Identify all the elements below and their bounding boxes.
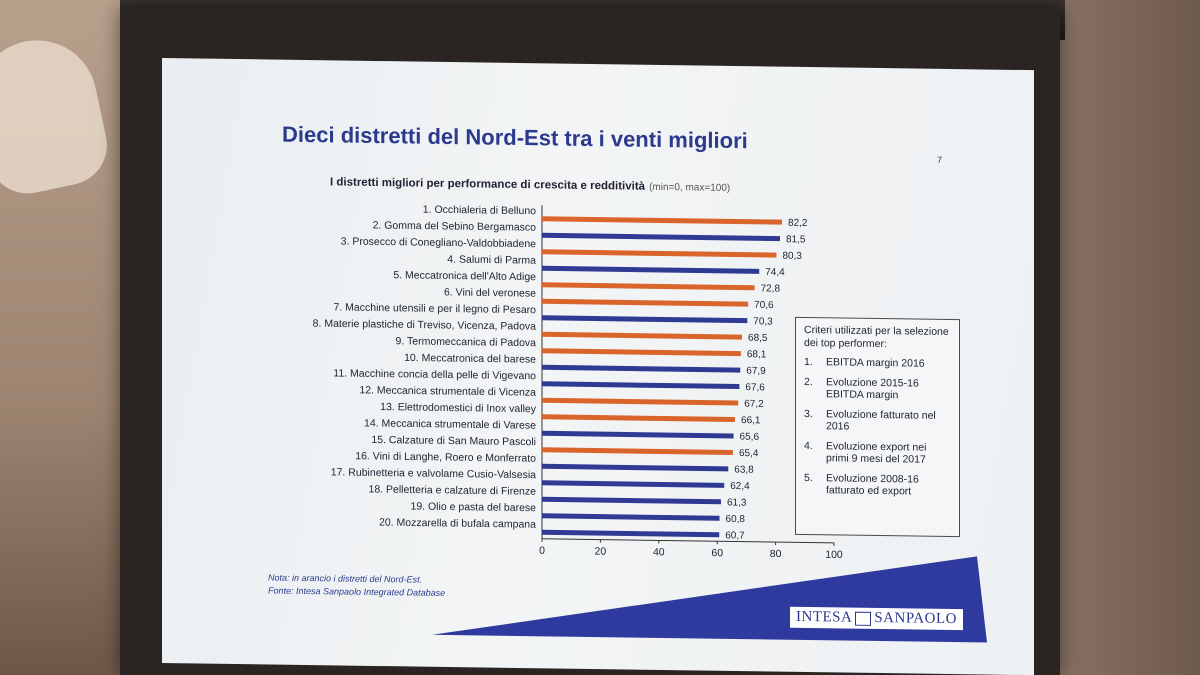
criteria-item: 4. Evoluzione export nei primi 9 mesi del… [804, 440, 951, 466]
criteria-box: Criteri utilizzati per la selezione dei … [795, 316, 960, 538]
brand-wedge-shape [432, 556, 987, 643]
person-arm [0, 29, 115, 201]
value-label: 82,2 [788, 218, 808, 229]
criteria-item-text: EBITDA margin 2016 [826, 356, 925, 370]
criteria-item-text: Evoluzione 2015-16 EBITDA margin [826, 376, 919, 402]
x-tick-label: 60 [711, 547, 723, 559]
category-label: 18. Pelletteria e calzature di Firenze [368, 483, 536, 497]
category-label: 8. Materie plastiche di Treviso, Vicenza… [313, 318, 536, 333]
category-label: 4. Salumi di Parma [447, 253, 536, 266]
category-label: 13. Elettrodomestici di Inox valley [380, 401, 537, 415]
value-label: 60,8 [726, 514, 746, 525]
x-tick-label: 100 [825, 549, 843, 561]
bar [542, 364, 741, 373]
brand-left-text: INTESA [796, 608, 853, 626]
category-label: 14. Meccanica strumentale di Varese [364, 417, 536, 431]
category-label: 12. Meccanica strumentale di Vicenza [359, 384, 536, 398]
bar [542, 480, 725, 488]
value-label: 65,4 [739, 448, 759, 459]
criteria-item-number: 5. [804, 471, 813, 485]
criteria-title: Criteri utilizzati per la selezione dei … [804, 323, 949, 351]
footnote: Nota: in arancio i distretti del Nord-Es… [268, 571, 445, 599]
x-tick-label: 20 [595, 546, 607, 558]
value-label: 81,5 [786, 234, 806, 245]
value-label: 67,6 [745, 382, 765, 393]
category-label: 7. Macchine utensili e per il legno di P… [333, 301, 536, 316]
bar [542, 265, 760, 274]
bar [542, 414, 736, 423]
x-tick-label: 0 [539, 545, 545, 557]
bar [542, 397, 739, 406]
value-label: 63,8 [734, 464, 754, 475]
bar [542, 232, 780, 242]
category-label: 20. Mozzarella di bufala campana [379, 517, 536, 531]
category-label: 16. Vini di Langhe, Roero e Monferrato [355, 450, 536, 465]
criteria-item-number: 1. [804, 355, 813, 369]
criteria-item: 2. Evoluzione 2015-16 EBITDA margin [804, 376, 951, 402]
criteria-item-number: 4. [804, 439, 813, 453]
bar [542, 463, 729, 472]
value-label: 70,3 [753, 316, 773, 327]
bar [542, 348, 741, 357]
criteria-item-number: 3. [804, 407, 813, 421]
value-label: 74,4 [765, 267, 785, 278]
category-label: 2. Gomma del Sebino Bergamasco [373, 219, 537, 233]
criteria-item: 1. EBITDA margin 2016 [804, 356, 951, 370]
bar [542, 298, 749, 307]
criteria-item-text: Evoluzione 2008-16 fatturato ed export [826, 472, 919, 498]
bar [542, 331, 743, 340]
value-label: 65,6 [740, 432, 760, 443]
bar [542, 496, 721, 505]
value-label: 67,2 [744, 399, 764, 410]
bar [542, 430, 734, 439]
x-tick-label: 80 [770, 548, 782, 560]
presentation-slide: Dieci distretti del Nord-Est tra i venti… [162, 58, 1034, 675]
value-label: 70,6 [754, 300, 774, 311]
bar [542, 315, 748, 324]
value-label: 68,1 [747, 349, 767, 360]
value-label: 62,4 [730, 481, 750, 492]
brand-mark-icon [855, 611, 872, 626]
x-axis-line [542, 538, 834, 544]
bar [542, 216, 783, 225]
bar [542, 529, 720, 538]
criteria-item-text: Evoluzione fatturato nel 2016 [826, 408, 936, 433]
footnote-source: Fonte: Intesa Sanpaolo Integrated Databa… [268, 585, 446, 598]
bar [542, 381, 740, 390]
value-label: 67,9 [746, 366, 766, 377]
intesa-sanpaolo-logo: INTESA SANPAOLO [790, 606, 963, 631]
value-label: 66,1 [741, 415, 761, 426]
category-label: 10. Meccatronica del barese [404, 352, 536, 366]
category-label: 15. Calzature di San Mauro Pascoli [371, 434, 536, 448]
category-label: 19. Olio e pasta del barese [411, 500, 537, 514]
bar-chart: 1. Occhialeria di Belluno 82,2 2. Gomma de… [313, 204, 843, 561]
criteria-item-text: Evoluzione export nei primi 9 mesi del 2… [826, 440, 927, 466]
criteria-item-number: 2. [804, 375, 813, 389]
category-label: 9. Termomeccanica di Padova [396, 335, 537, 349]
value-label: 68,5 [748, 333, 768, 344]
criteria-item: 3. Evoluzione fatturato nel 2016 [804, 408, 951, 434]
bar [542, 282, 755, 291]
bar [542, 249, 777, 258]
category-label: 6. Vini del veronese [444, 286, 536, 299]
bar [542, 513, 720, 521]
value-label: 60,7 [725, 530, 745, 541]
category-label: 5. Meccatronica dell'Alto Adige [393, 269, 536, 283]
value-label: 72,8 [761, 283, 781, 294]
brand-right-text: SANPAOLO [874, 609, 957, 628]
criteria-item: 5. Evoluzione 2008-16 fatturato ed export [804, 472, 951, 498]
category-label: 3. Prosecco di Conegliano-Valdobbiadene [341, 235, 537, 250]
criteria-list: 1. EBITDA margin 2016 2. Evoluzione 2015-16… [804, 356, 951, 498]
x-tick-label: 40 [653, 546, 665, 558]
category-label: 11. Macchine concia della pelle di Vigev… [333, 367, 536, 382]
bar [542, 447, 733, 455]
category-label: 1. Occhialeria di Belluno [423, 204, 536, 218]
value-label: 80,3 [782, 251, 802, 262]
category-label: 17. Rubinetteria e valvolame Cusio-Valse… [331, 466, 536, 481]
value-label: 61,3 [727, 497, 747, 508]
